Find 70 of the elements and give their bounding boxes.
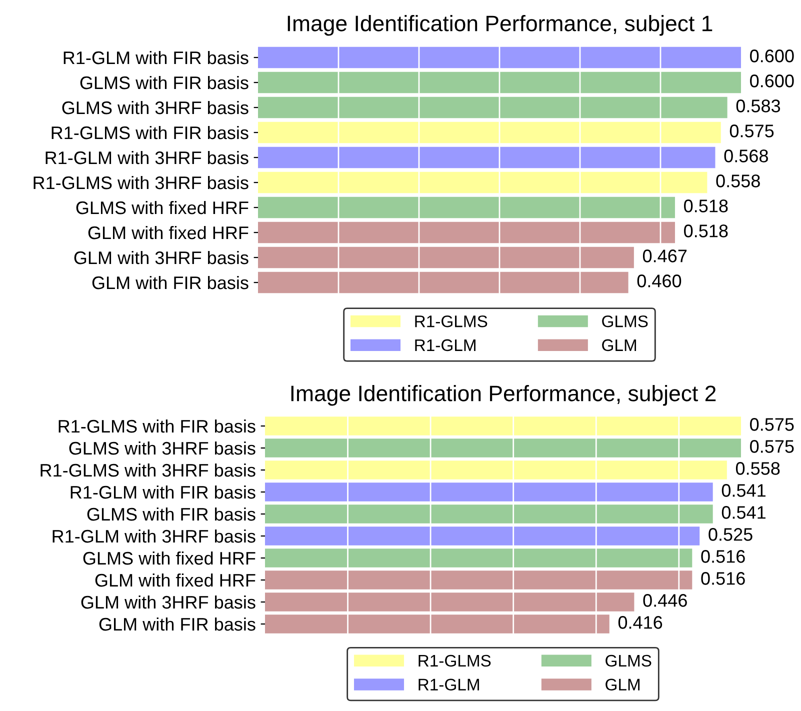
bar xyxy=(258,246,634,268)
data-label: 0.525 xyxy=(708,528,752,541)
bar xyxy=(265,614,610,634)
y-tick-label: R1-GLM with FIR basis xyxy=(64,50,248,64)
y-tick-label: GLM with fixed HRF xyxy=(88,226,248,240)
y-tick-label: R1-GLMS with FIR basis xyxy=(58,419,256,433)
bar xyxy=(258,272,628,294)
y-tick-label: GLMS with fixed HRF xyxy=(76,200,248,214)
data-label: 0.467 xyxy=(642,250,687,262)
data-label: 0.575 xyxy=(750,440,794,453)
y-tick-label: GLMS with 3HRF basis xyxy=(69,441,256,455)
legend-label: GLMS xyxy=(602,315,648,328)
y-tick-label: R1-GLMS with FIR basis xyxy=(52,126,248,140)
y-tick-label: GLMS with FIR basis xyxy=(80,76,248,90)
data-label: 0.541 xyxy=(722,506,766,519)
data-label: 0.600 xyxy=(750,50,794,62)
bar xyxy=(265,592,634,612)
data-label: 0.416 xyxy=(618,616,662,629)
data-label: 0.516 xyxy=(701,572,745,585)
bar xyxy=(258,46,741,68)
y-tick-label: GLMS with fixed HRF xyxy=(83,551,256,565)
data-label: 0.518 xyxy=(684,200,728,212)
bar xyxy=(265,548,692,568)
bar xyxy=(258,172,708,194)
data-label: 0.558 xyxy=(716,174,760,188)
chart-title: Image Identification Performance, subject 1 xyxy=(288,15,712,36)
data-label: 0.541 xyxy=(722,484,766,497)
legend-label: R1-GLM xyxy=(415,339,476,352)
bar xyxy=(258,122,721,144)
legend-label: R1-GLMS xyxy=(415,315,488,328)
data-label: 0.516 xyxy=(701,550,745,563)
bar xyxy=(258,222,675,244)
y-tick-label: GLM with FIR basis xyxy=(92,276,248,290)
data-label: 0.518 xyxy=(684,224,728,238)
data-label: 0.575 xyxy=(750,418,794,431)
y-tick-label: GLMS with FIR basis xyxy=(87,507,256,521)
bar xyxy=(265,460,727,480)
legend-label: GLM xyxy=(602,339,636,352)
data-label: 0.460 xyxy=(637,274,682,288)
y-tick-label: R1-GLMS with 3HRF basis xyxy=(34,176,248,190)
data-label: 0.583 xyxy=(736,100,780,112)
chart-title: Image Identification Performance, subject 2 xyxy=(291,385,716,406)
y-tick-label: GLM with FIR basis xyxy=(99,617,256,631)
y-tick-label: GLM with fixed HRF xyxy=(95,573,256,587)
bar xyxy=(265,504,713,524)
y-tick-label: GLMS with 3HRF basis xyxy=(62,100,248,114)
data-label: 0.558 xyxy=(736,462,780,475)
y-tick-label: R1-GLM with 3HRF basis xyxy=(46,150,248,164)
bar xyxy=(265,526,700,546)
y-tick-label: GLM with 3HRF basis xyxy=(81,595,256,609)
bar xyxy=(265,416,741,436)
data-label: 0.575 xyxy=(730,124,774,138)
bar xyxy=(258,72,741,94)
bar xyxy=(265,482,713,502)
y-tick-label: R1-GLMS with 3HRF basis xyxy=(40,463,256,477)
data-label: 0.446 xyxy=(643,594,687,607)
bar xyxy=(258,96,728,118)
data-label: 0.600 xyxy=(750,74,794,88)
legend-label: R1-GLMS xyxy=(418,654,491,667)
y-tick-label: R1-GLM with 3HRF basis xyxy=(52,529,256,543)
legend-label: R1-GLM xyxy=(418,678,479,691)
legend-label: GLM xyxy=(606,678,640,691)
y-tick-label: GLM with 3HRF basis xyxy=(74,250,248,264)
data-label: 0.568 xyxy=(724,150,768,162)
bar xyxy=(265,438,741,458)
y-tick-label: R1-GLM with FIR basis xyxy=(70,485,256,499)
bar xyxy=(265,570,692,590)
legend-label: GLMS xyxy=(606,654,652,667)
bar xyxy=(258,196,675,218)
bar xyxy=(258,146,716,168)
